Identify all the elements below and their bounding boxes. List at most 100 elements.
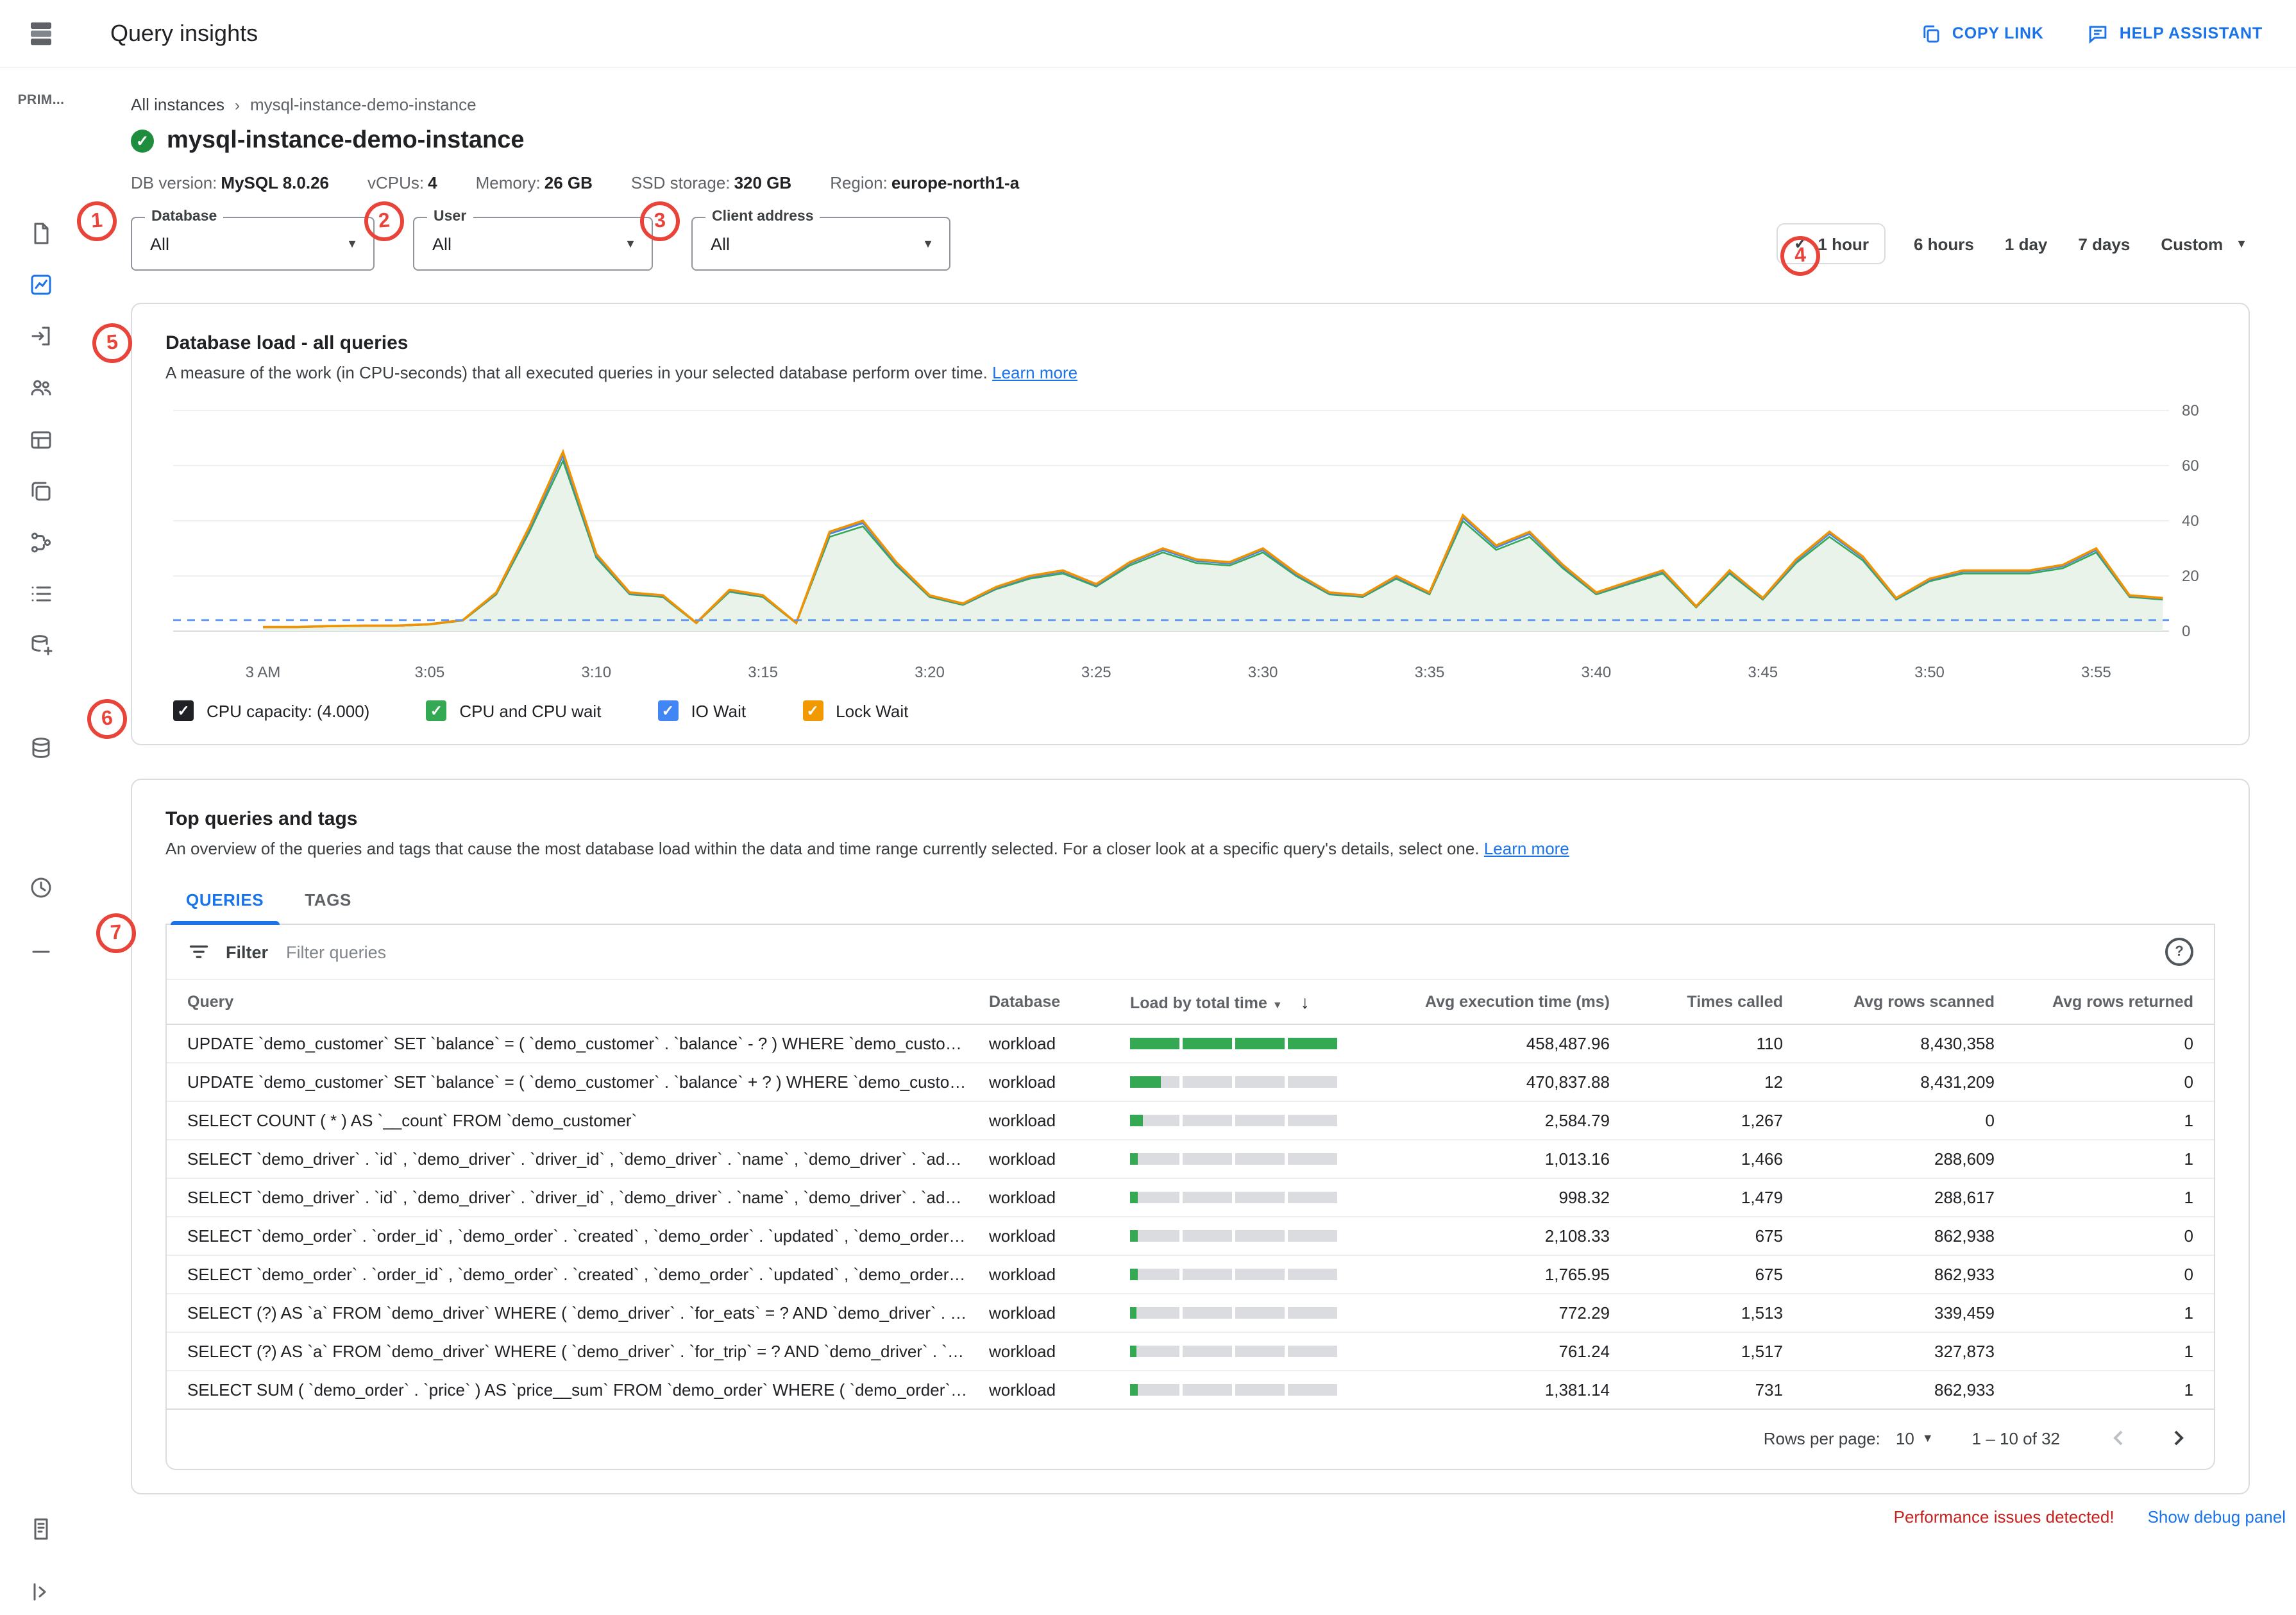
- sidebar-item-release-notes[interactable]: [15, 1506, 67, 1552]
- query-cell[interactable]: SELECT (?) AS `a` FROM `demo_driver` WHE…: [167, 1332, 989, 1371]
- database-load-chart[interactable]: 0 20 40 60 80 3 AM 3:05 3:10 3:15 3:20 3:25 3:30 3:…: [165, 400, 2215, 685]
- checkbox-checked-icon[interactable]: ✓: [657, 700, 679, 721]
- sidebar-item-backups[interactable]: [15, 468, 67, 514]
- sidebar-item-databases[interactable]: [15, 417, 67, 463]
- chevron-down-icon: ▼: [2236, 237, 2247, 250]
- query-cell[interactable]: SELECT SUM ( `demo_order` . `price` ) AS…: [167, 1371, 989, 1410]
- sidebar-item-integrations[interactable]: [15, 622, 67, 668]
- load-card-learn-more-link[interactable]: Learn more: [992, 363, 1078, 382]
- cloud-sql-logo[interactable]: [0, 18, 82, 49]
- release-notes-icon: [34, 1518, 48, 1540]
- query-cell[interactable]: SELECT `demo_driver` . `id` , `demo_driv…: [167, 1140, 989, 1179]
- column-header-query[interactable]: Query: [167, 980, 989, 1025]
- database-filter-label: Database: [145, 209, 224, 224]
- time-range-1-hour[interactable]: ✓ 1 hour: [1777, 223, 1886, 264]
- user-filter[interactable]: User All ▼: [413, 209, 653, 271]
- avg-rows-returned-cell: 0: [2015, 1217, 2214, 1256]
- chevron-down-icon: ▼: [346, 237, 358, 250]
- query-cell[interactable]: SELECT `demo_order` . `order_id` , `demo…: [167, 1255, 989, 1294]
- integrations-icon: [31, 635, 53, 655]
- database-load-card: Database load - all queries A measure of…: [131, 303, 2250, 745]
- x-tick-label: 3:35: [1414, 663, 1445, 681]
- times-called-cell: 1,479: [1630, 1178, 1803, 1217]
- database-filter[interactable]: Database All ▼: [131, 209, 375, 271]
- x-tick-label: 3:10: [581, 663, 612, 681]
- time-range-1-day[interactable]: 1 day: [2004, 234, 2048, 253]
- next-page-button[interactable]: [2165, 1425, 2191, 1451]
- help-assistant-button[interactable]: HELP ASSISTANT: [2088, 22, 2263, 44]
- legend-cpu-and-cpu-wait[interactable]: ✓ CPU and CPU wait: [426, 700, 601, 721]
- tab-tags[interactable]: TAGS: [305, 890, 351, 909]
- table-row[interactable]: SELECT COUNT ( * ) AS `__count` FROM `de…: [167, 1101, 2214, 1140]
- query-cell[interactable]: SELECT `demo_driver` . `id` , `demo_driv…: [167, 1178, 989, 1217]
- sidebar-item-expand-panel[interactable]: [15, 1569, 67, 1615]
- table-row[interactable]: UPDATE `demo_customer` SET `balance` = (…: [167, 1063, 2214, 1102]
- tab-queries[interactable]: QUERIES: [165, 876, 284, 925]
- chat-icon: [2089, 25, 2107, 44]
- copy-link-button[interactable]: COPY LINK: [1920, 22, 2044, 44]
- time-range-custom[interactable]: Custom ▼: [2161, 234, 2247, 253]
- load-bar: [1130, 1115, 1338, 1126]
- sidebar-item-users[interactable]: [15, 364, 67, 410]
- sidebar-item-overview[interactable]: [15, 210, 67, 257]
- avg-rows-returned-cell: 1: [2015, 1178, 2214, 1217]
- sidebar-item-query-insights[interactable]: [15, 262, 67, 308]
- user-filter-label: User: [427, 209, 473, 224]
- breadcrumb-all-instances[interactable]: All instances: [131, 95, 224, 114]
- avg-rows-returned-cell: 0: [2015, 1063, 2214, 1102]
- column-header-database[interactable]: Database: [989, 980, 1130, 1025]
- legend-lock-wait[interactable]: ✓ Lock Wait: [802, 700, 908, 721]
- help-icon[interactable]: ?: [2165, 938, 2193, 966]
- queries-table: Query Database Load by total time ▼ ↓ Avg exe…: [167, 980, 2214, 1410]
- avg-exec-time-cell: 998.32: [1387, 1178, 1630, 1217]
- rows-per-page-select[interactable]: 10 ▼: [1896, 1428, 1934, 1448]
- legend-io-wait[interactable]: ✓ IO Wait: [657, 700, 746, 721]
- filter-icon: [189, 945, 208, 958]
- sidebar-item-operations[interactable]: [15, 571, 67, 617]
- table-row[interactable]: SELECT SUM ( `demo_order` . `price` ) AS…: [167, 1371, 2214, 1410]
- show-debug-panel-link[interactable]: Show debug panel: [2147, 1507, 2286, 1526]
- x-tick-label: 3:55: [2081, 663, 2111, 681]
- database-cell: workload: [989, 1024, 1130, 1063]
- load-chart-svg[interactable]: [173, 400, 2169, 657]
- time-range-7-days[interactable]: 7 days: [2078, 234, 2131, 253]
- tabs: QUERIES TAGS: [165, 876, 2215, 925]
- avg-rows-scanned-cell: 862,933: [1803, 1371, 2015, 1410]
- query-cell[interactable]: SELECT (?) AS `a` FROM `demo_driver` WHE…: [167, 1294, 989, 1333]
- avg-exec-time-cell: 470,837.88: [1387, 1063, 1630, 1102]
- table-row[interactable]: SELECT `demo_driver` . `id` , `demo_driv…: [167, 1178, 2214, 1217]
- chevron-left-icon: [2113, 1430, 2123, 1446]
- table-row[interactable]: SELECT `demo_driver` . `id` , `demo_driv…: [167, 1140, 2214, 1179]
- checkbox-checked-icon[interactable]: ✓: [802, 700, 823, 721]
- sidebar-item-system-insights[interactable]: [15, 725, 67, 771]
- sidebar-item-replicas[interactable]: [15, 520, 67, 566]
- previous-page-button[interactable]: [2106, 1425, 2132, 1451]
- query-cell[interactable]: UPDATE `demo_customer` SET `balance` = (…: [167, 1024, 989, 1063]
- times-called-cell: 110: [1630, 1024, 1803, 1063]
- legend-cpu-capacity-4-000[interactable]: ✓ CPU capacity: (4.000): [173, 700, 369, 721]
- sidebar-item-advisors[interactable]: [15, 865, 67, 911]
- query-cell[interactable]: UPDATE `demo_customer` SET `balance` = (…: [167, 1063, 989, 1102]
- client-address-filter[interactable]: Client address All ▼: [691, 209, 950, 271]
- time-range-6-hours[interactable]: 6 hours: [1913, 234, 1974, 253]
- filter-queries-input[interactable]: [283, 941, 2150, 963]
- column-header-avg-rows-scanned[interactable]: Avg rows scanned: [1803, 980, 2015, 1025]
- table-row[interactable]: UPDATE `demo_customer` SET `balance` = (…: [167, 1024, 2214, 1063]
- table-row[interactable]: SELECT (?) AS `a` FROM `demo_driver` WHE…: [167, 1332, 2214, 1371]
- chevron-down-icon: ▼: [1921, 1432, 1934, 1444]
- avg-exec-time-cell: 761.24: [1387, 1332, 1630, 1371]
- column-header-avg-rows-returned[interactable]: Avg rows returned: [2015, 980, 2214, 1025]
- sidebar-item-connections[interactable]: [15, 313, 67, 359]
- avg-rows-returned-cell: 0: [2015, 1255, 2214, 1294]
- query-cell[interactable]: SELECT COUNT ( * ) AS `__count` FROM `de…: [167, 1101, 989, 1140]
- column-header-avg-execution-time-ms[interactable]: Avg execution time (ms): [1387, 980, 1630, 1025]
- checkbox-checked-icon[interactable]: ✓: [426, 700, 447, 721]
- queries-card-learn-more-link[interactable]: Learn more: [1483, 839, 1569, 858]
- table-row[interactable]: SELECT `demo_order` . `order_id` , `demo…: [167, 1217, 2214, 1256]
- table-row[interactable]: SELECT `demo_order` . `order_id` , `demo…: [167, 1255, 2214, 1294]
- column-header-load-by-total-time[interactable]: Load by total time ▼ ↓: [1130, 980, 1387, 1025]
- query-cell[interactable]: SELECT `demo_order` . `order_id` , `demo…: [167, 1217, 989, 1256]
- checkbox-checked-icon[interactable]: ✓: [173, 700, 194, 721]
- table-row[interactable]: SELECT (?) AS `a` FROM `demo_driver` WHE…: [167, 1294, 2214, 1333]
- column-header-times-called[interactable]: Times called: [1630, 980, 1803, 1025]
